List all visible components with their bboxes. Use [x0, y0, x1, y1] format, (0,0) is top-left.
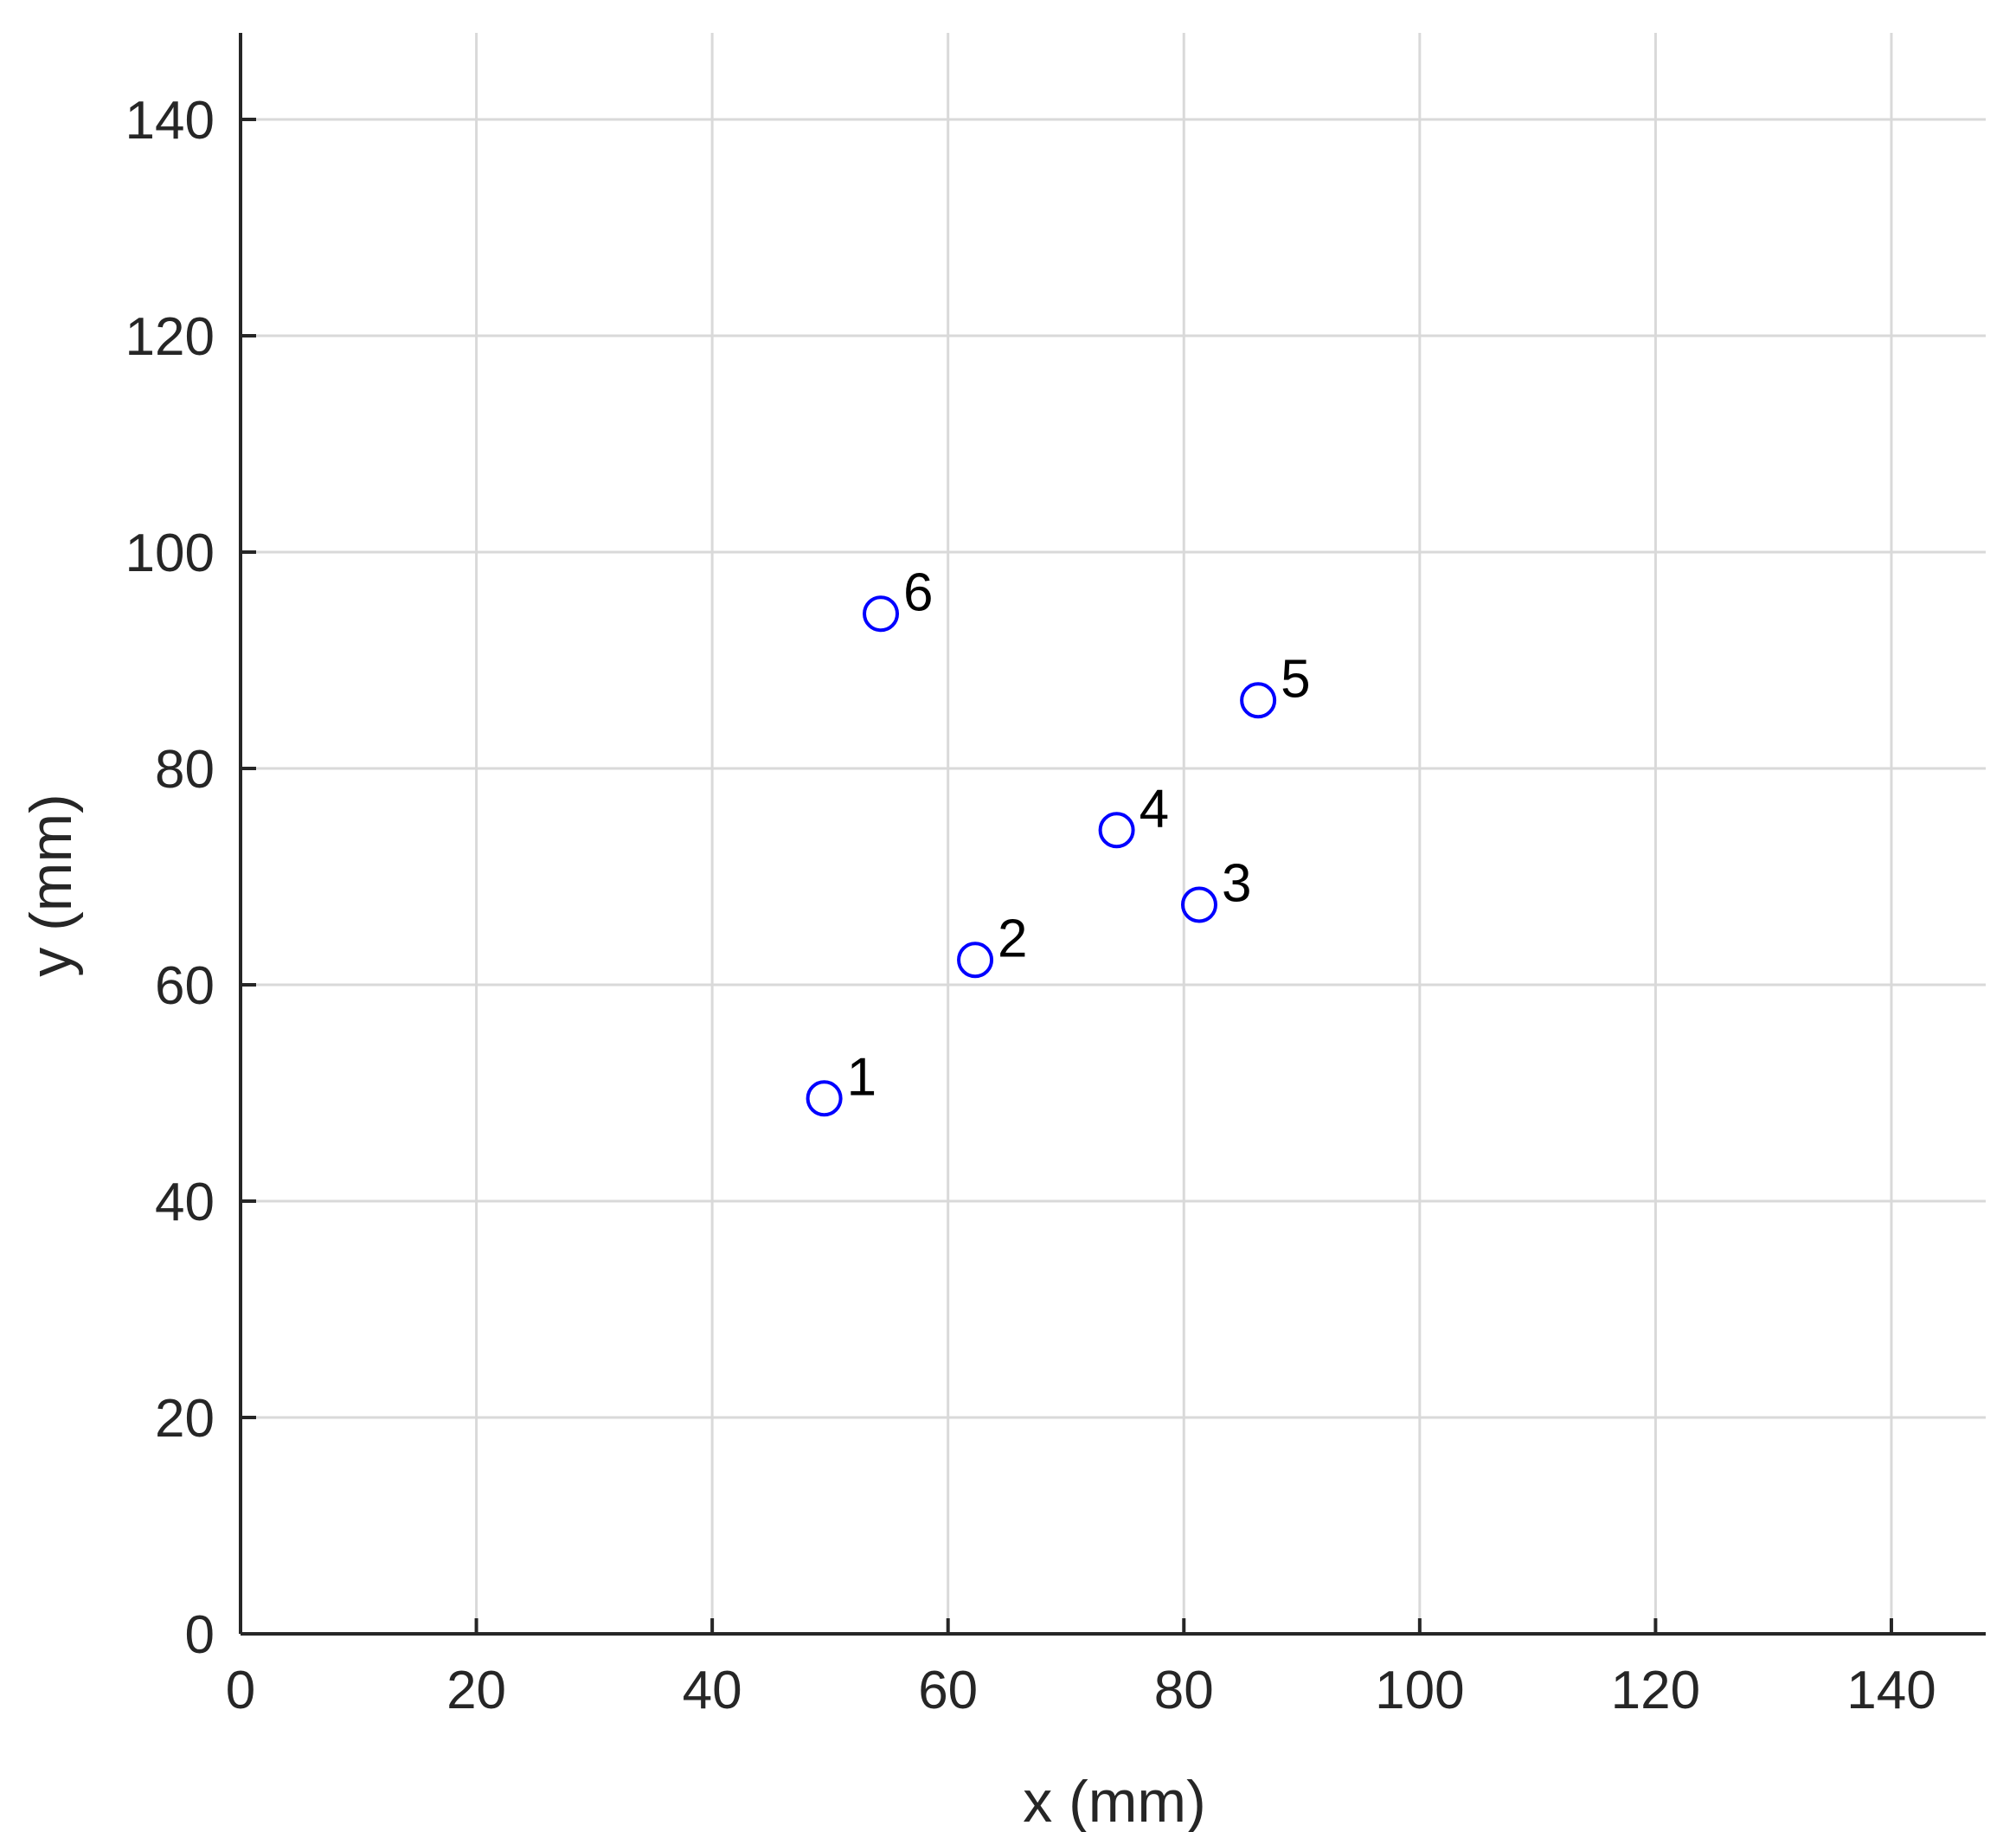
x-tick-label-5: 100 — [1375, 1661, 1464, 1720]
y-tick-label-0: 0 — [185, 1605, 215, 1665]
y-tick-label-6: 120 — [125, 307, 215, 367]
data-point-label-3: 3 — [1222, 854, 1251, 914]
data-point-2 — [957, 942, 994, 979]
data-point-3 — [1180, 886, 1217, 923]
data-point-label-4: 4 — [1140, 779, 1169, 839]
data-point-label-6: 6 — [903, 562, 933, 622]
x-tick-label-7: 140 — [1846, 1661, 1936, 1720]
data-points: 1 2 34 5 6 — [806, 562, 1311, 1117]
x-tick-label-2: 40 — [683, 1661, 742, 1720]
data-point-label-2: 2 — [998, 909, 1027, 968]
x-tick-label-1: 20 — [446, 1661, 506, 1720]
y-tick-label-4: 80 — [155, 740, 215, 800]
y-tick-label-1: 20 — [155, 1389, 215, 1449]
y-axis-title: y (mm) — [18, 794, 84, 976]
x-tick-label-3: 60 — [918, 1661, 978, 1720]
ticks: 0 20 40 60 80 100 120 140 0 20 40 60 80 100 120 140 — [125, 91, 1936, 1720]
data-point-5 — [1240, 682, 1277, 719]
y-tick-label-3: 60 — [155, 956, 215, 1016]
data-point-label-5: 5 — [1281, 649, 1310, 709]
grid — [241, 33, 1986, 1634]
data-point-1 — [806, 1080, 843, 1117]
y-tick-label-7: 140 — [125, 91, 215, 151]
x-tick-label-4: 80 — [1154, 1661, 1214, 1720]
x-tick-label-6: 120 — [1611, 1661, 1700, 1720]
y-tick-label-2: 40 — [155, 1173, 215, 1232]
x-tick-label-0: 0 — [226, 1661, 255, 1720]
x-axis-title: x (mm) — [1023, 1769, 1205, 1832]
data-point-4 — [1098, 812, 1135, 849]
data-point-label-1: 1 — [847, 1047, 876, 1107]
data-point-6 — [863, 595, 900, 633]
axes — [239, 33, 1986, 1636]
y-tick-label-5: 100 — [125, 524, 215, 583]
